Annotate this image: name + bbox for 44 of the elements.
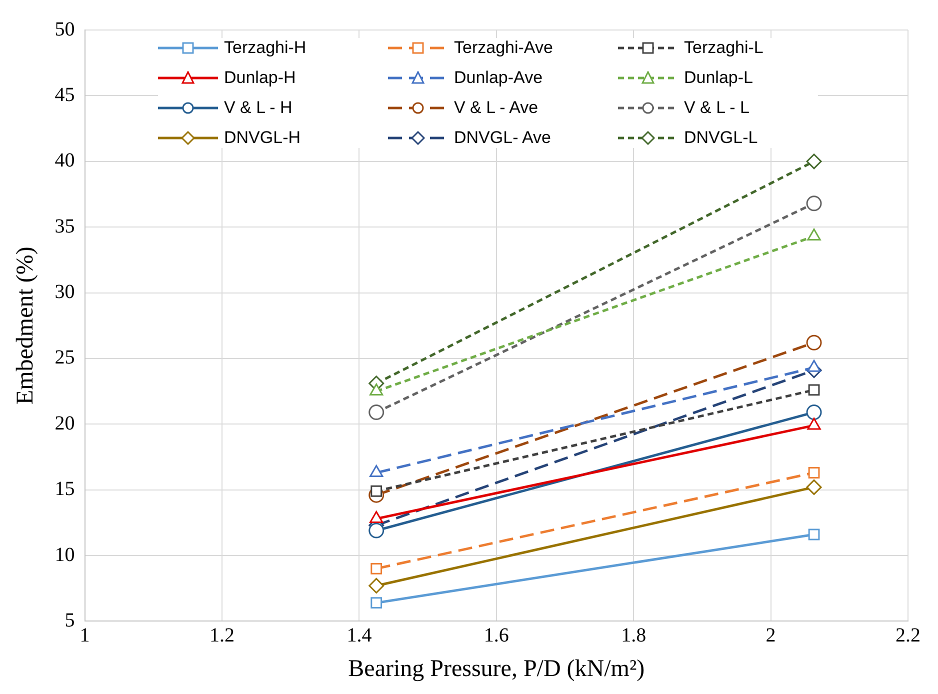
point xyxy=(808,528,820,540)
point xyxy=(806,154,822,170)
point xyxy=(806,479,822,495)
point xyxy=(808,467,820,478)
y-tick-label: 15 xyxy=(54,478,75,500)
legend-label: V & L - L xyxy=(684,98,750,118)
x-axis-title: Bearing Pressure, P/D (kN/m²) xyxy=(348,656,645,682)
y-tick-label: 40 xyxy=(54,150,75,172)
x-tick-label: 1.4 xyxy=(346,624,372,646)
legend-label: Terzaghi-Ave xyxy=(454,38,553,58)
legend-label: Dunlap-H xyxy=(224,68,296,88)
legend-label: V & L - Ave xyxy=(454,98,538,118)
x-tick-label: 2 xyxy=(766,624,776,646)
legend-label: DNVGL-H xyxy=(224,128,301,148)
y-tick-label: 10 xyxy=(54,544,75,566)
x-tick-label: 1.8 xyxy=(621,624,646,646)
legend-label: V & L - H xyxy=(224,98,292,118)
legend-label: DNVGL-L xyxy=(684,128,758,148)
point xyxy=(368,578,384,594)
x-tick-label: 1.6 xyxy=(484,624,509,646)
legend-label: Dunlap-Ave xyxy=(454,68,543,88)
point xyxy=(808,384,820,396)
y-tick-label: 30 xyxy=(54,281,75,304)
legend-label: DNVGL- Ave xyxy=(454,128,552,148)
y-tick-label: 5 xyxy=(64,609,75,632)
point xyxy=(370,597,382,609)
y-tick-label: 25 xyxy=(54,346,75,369)
point xyxy=(368,404,384,420)
point xyxy=(370,562,382,574)
x-tick-label: 1 xyxy=(80,624,90,646)
x-tick-label: 1.2 xyxy=(210,624,234,646)
x-tick-label: 2.2 xyxy=(896,624,920,646)
point xyxy=(806,196,822,212)
legend-label: Terzaghi-L xyxy=(684,38,764,58)
y-axis-title: Embedment (%) xyxy=(12,246,39,405)
y-tick-label: 45 xyxy=(54,84,75,106)
y-tick-label: 20 xyxy=(54,412,75,434)
y-tick-label: 50 xyxy=(54,18,75,40)
point xyxy=(806,404,822,420)
legend-label: Terzaghi-H xyxy=(224,38,306,58)
y-tick-label: 35 xyxy=(54,215,75,238)
point xyxy=(806,334,822,350)
point xyxy=(368,522,384,538)
legend-label: Dunlap-L xyxy=(684,68,753,88)
